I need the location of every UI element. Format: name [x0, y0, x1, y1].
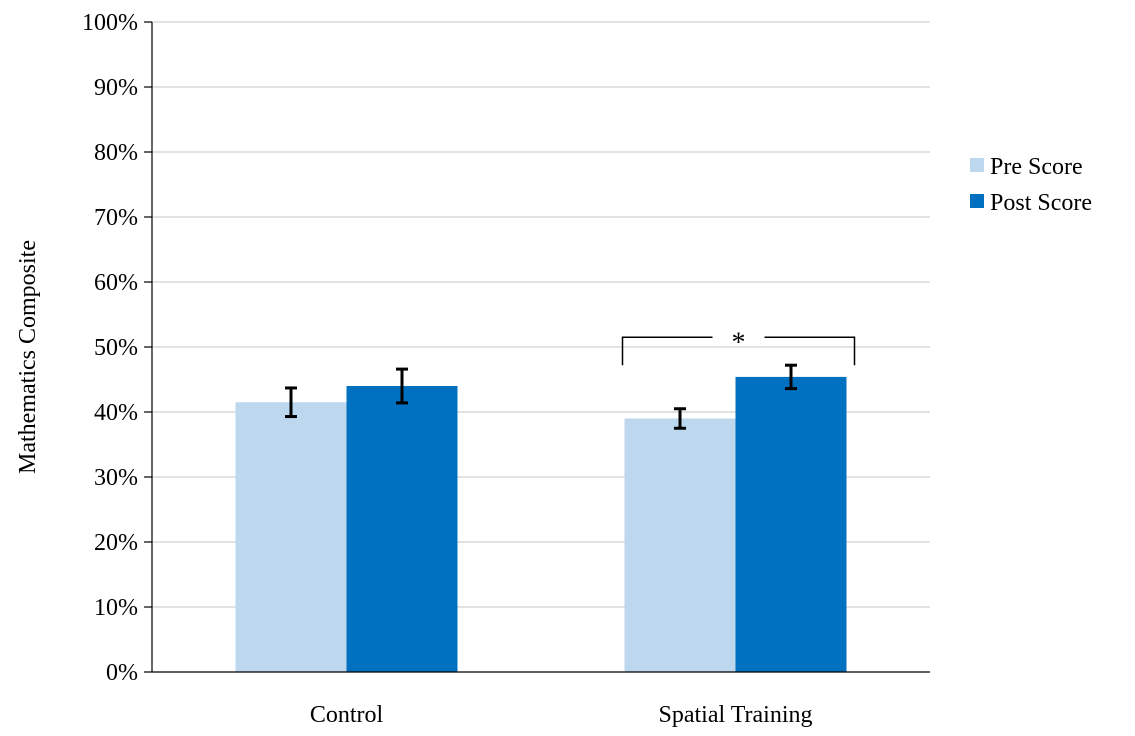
- y-tick-label: 0%: [106, 660, 138, 686]
- axes: 0% 10% 20% 30% 40% 50% 60% 70% 80% 90% 100% Control…: [15, 10, 930, 728]
- legend-label: Post Score: [990, 190, 1092, 216]
- y-tick-label: 30%: [94, 465, 138, 491]
- legend-label: Pre Score: [990, 154, 1083, 180]
- y-tick-label: 20%: [94, 530, 138, 556]
- bar: [735, 376, 847, 672]
- legend-swatch: [970, 194, 984, 208]
- y-tick-label: 10%: [94, 595, 138, 621]
- annotations: *: [621, 327, 856, 366]
- error-bars: [285, 363, 797, 430]
- bar: [346, 386, 458, 672]
- y-axis-title: Mathematics Composite: [15, 240, 41, 474]
- bar: [235, 402, 347, 672]
- y-tick-label: 40%: [94, 400, 138, 426]
- bars: [235, 376, 847, 672]
- legend: Pre Score Post Score: [970, 154, 1092, 216]
- significance-bracket: [621, 336, 713, 366]
- y-tick-label: 60%: [94, 270, 138, 296]
- y-tick-label: 90%: [94, 75, 138, 101]
- y-tick-label: 50%: [94, 335, 138, 361]
- legend-swatch: [970, 158, 984, 172]
- y-tick-label: 100%: [82, 10, 138, 36]
- significance-bracket: [764, 336, 856, 366]
- y-tick-label: 80%: [94, 140, 138, 166]
- x-category-label: Spatial Training: [658, 702, 812, 728]
- y-tick-label: 70%: [94, 205, 138, 231]
- x-category-label: Control: [310, 702, 384, 728]
- bar: [624, 418, 736, 672]
- significance-marker: *: [732, 327, 746, 358]
